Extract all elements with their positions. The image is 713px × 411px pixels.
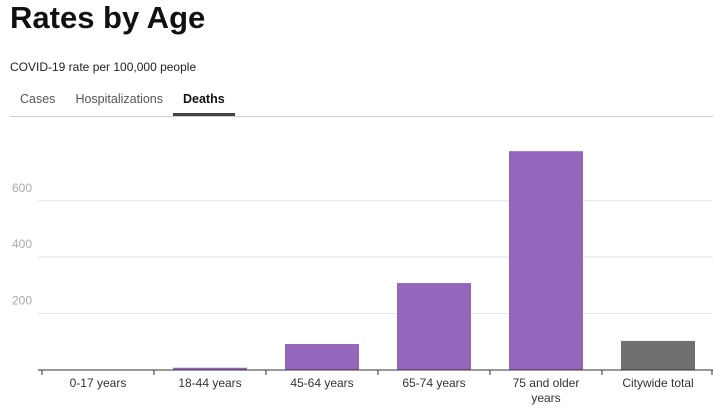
- x-tick-label: 18-44 years: [178, 376, 242, 390]
- x-tick-label: 45-64 years: [290, 376, 354, 390]
- bar: [509, 151, 583, 370]
- tab[interactable]: Hospitalizations: [75, 92, 163, 106]
- bar: [621, 340, 695, 370]
- x-tick-label: 65-74 years: [402, 376, 466, 390]
- x-tick-label: 75 and older years: [512, 376, 580, 405]
- bar: [173, 367, 247, 370]
- y-tick-label: 600: [12, 181, 32, 195]
- tab[interactable]: Deaths: [172, 92, 235, 116]
- divider: [10, 116, 713, 117]
- subtitle: COVID-19 rate per 100,000 people: [10, 60, 197, 74]
- y-tick-label: 200: [12, 294, 32, 308]
- tab[interactable]: Cases: [20, 92, 56, 106]
- title: Rates by Age: [10, 0, 206, 35]
- tab-bar: Cases Hospitalizations Deaths: [10, 92, 235, 116]
- x-tick-label: Citywide total: [622, 376, 694, 390]
- y-tick-label: 400: [12, 237, 32, 251]
- bar: [285, 344, 359, 370]
- x-tick-label: 0-17 years: [69, 376, 127, 390]
- bar: [397, 283, 471, 370]
